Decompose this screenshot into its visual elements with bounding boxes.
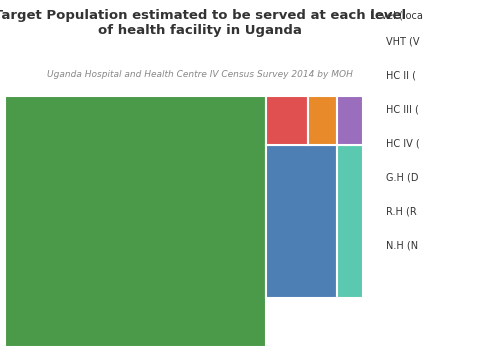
- Text: HC IV (: HC IV (: [386, 139, 419, 149]
- Text: VHT (V: VHT (V: [386, 37, 419, 47]
- Text: Target Population estimated to be served at each level
of health facility in Uga: Target Population estimated to be served…: [0, 9, 406, 37]
- Bar: [266, 96, 362, 298]
- Text: N.H (N: N.H (N: [386, 241, 418, 251]
- Text: Level (loca: Level (loca: [370, 10, 423, 21]
- Bar: [338, 145, 362, 298]
- Bar: [338, 96, 362, 145]
- Bar: [308, 96, 338, 145]
- Text: HC II (: HC II (: [386, 71, 416, 81]
- Bar: [5, 96, 266, 346]
- Text: R.H (R: R.H (R: [386, 207, 416, 217]
- Bar: [266, 145, 338, 298]
- Text: Uganda Hospital and Health Centre IV Census Survey 2014 by MOH: Uganda Hospital and Health Centre IV Cen…: [47, 70, 353, 79]
- Text: HC III (: HC III (: [386, 105, 418, 115]
- Bar: [266, 96, 308, 145]
- Text: G.H (D: G.H (D: [386, 173, 418, 183]
